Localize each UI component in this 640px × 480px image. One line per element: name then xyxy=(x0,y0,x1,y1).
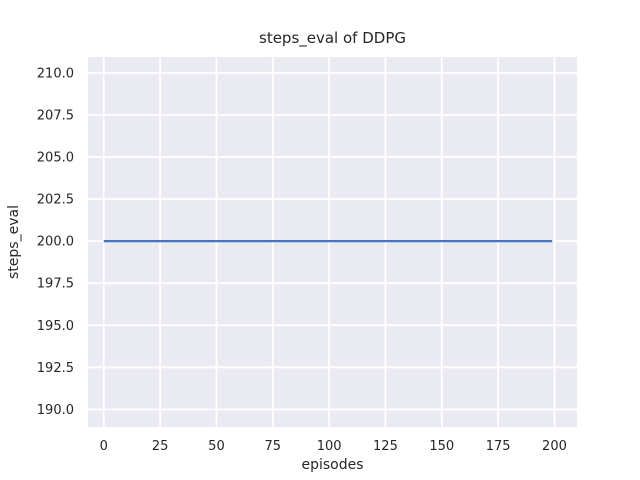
x-tick-label: 75 xyxy=(265,439,282,454)
x-tick-label: 125 xyxy=(373,439,398,454)
x-tick-label: 0 xyxy=(100,439,108,454)
y-tick-label: 210.0 xyxy=(37,66,74,81)
chart-title: steps_eval of DDPG xyxy=(259,29,406,47)
y-tick-label: 207.5 xyxy=(37,109,74,124)
y-tick-label: 190.0 xyxy=(37,403,74,418)
y-axis-label: steps_eval xyxy=(6,205,22,279)
y-tick-label: 205.0 xyxy=(37,151,74,166)
x-axis-label: episodes xyxy=(301,457,364,473)
x-tick-label: 200 xyxy=(542,439,567,454)
x-tick-label: 50 xyxy=(208,439,225,454)
x-tick-label: 100 xyxy=(317,439,342,454)
x-tick-label: 175 xyxy=(486,439,511,454)
y-tick-label: 195.0 xyxy=(37,319,74,334)
y-tick-label: 197.5 xyxy=(37,277,74,292)
x-tick-label: 150 xyxy=(429,439,454,454)
y-tick-label: 202.5 xyxy=(37,193,74,208)
y-tick-label: 192.5 xyxy=(37,361,74,376)
x-tick-label: 25 xyxy=(152,439,169,454)
y-tick-label: 200.0 xyxy=(37,235,74,250)
